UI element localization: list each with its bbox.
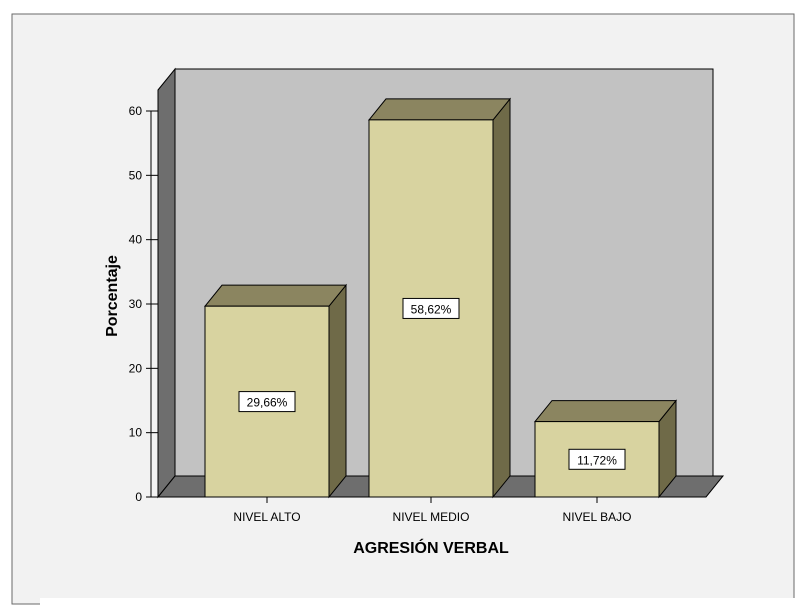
y-tick-label: 50 bbox=[129, 168, 143, 182]
data-label-box bbox=[568, 448, 626, 470]
y-tick-label: 60 bbox=[129, 104, 143, 118]
data-label: 11,72% bbox=[577, 453, 617, 467]
y-tick-label: 0 bbox=[135, 490, 142, 504]
bar-side bbox=[492, 97, 511, 499]
x-tick-label: NIVEL MEDIO bbox=[393, 510, 470, 524]
y-tick-label: 10 bbox=[129, 426, 143, 440]
y-axis-title: Porcentaje bbox=[104, 255, 121, 337]
data-label: 58,62% bbox=[411, 302, 452, 316]
x-tick-label: NIVEL ALTO bbox=[233, 510, 300, 524]
plot-left-wall bbox=[157, 67, 176, 499]
y-tick-label: 30 bbox=[129, 297, 143, 311]
bar-top bbox=[533, 400, 678, 423]
data-label: 29,66% bbox=[247, 396, 288, 410]
x-tick-label: NIVEL BAJO bbox=[563, 510, 632, 524]
y-tick-label: 20 bbox=[129, 361, 143, 375]
data-label-box bbox=[238, 391, 296, 413]
bottom-white-strip bbox=[40, 598, 796, 605]
plot-area: 0 10 20 30 40 50 60 29,66% NIVEL ALTO 58,62% NIVEL… bbox=[129, 67, 725, 524]
bar-top bbox=[203, 284, 348, 307]
y-tick-label: 40 bbox=[129, 233, 143, 247]
data-label-box bbox=[402, 297, 460, 319]
bar-top bbox=[367, 98, 512, 121]
bar-side bbox=[328, 283, 347, 499]
x-axis-title: AGRESIÓN VERBAL bbox=[353, 538, 509, 557]
